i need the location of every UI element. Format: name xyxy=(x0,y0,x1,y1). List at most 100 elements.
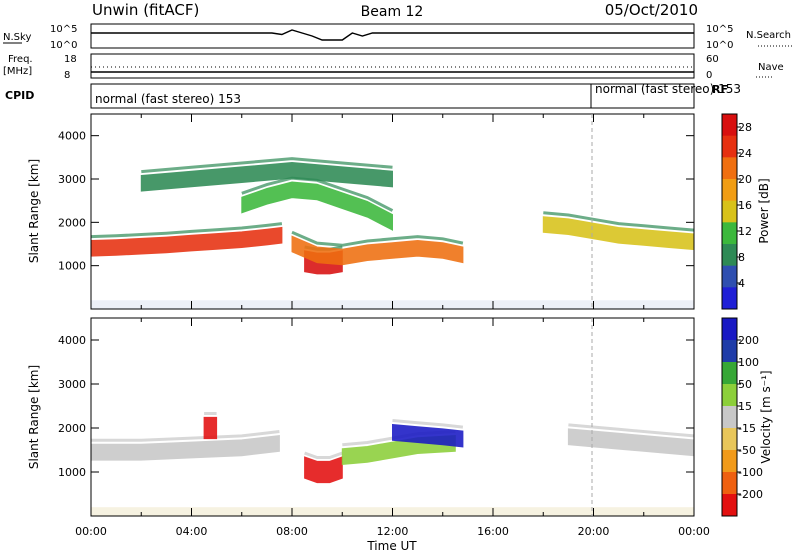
velocity-colorbar-tick: -50 xyxy=(738,444,756,457)
velocity-colorbar-segment xyxy=(722,406,737,429)
power-colorbar-tick: 4 xyxy=(738,277,745,290)
freq-tick-top: 18 xyxy=(64,54,77,65)
velocity-ytick-label: 3000 xyxy=(58,378,86,391)
velocity-colorbar-tick: 200 xyxy=(738,334,759,347)
velocity-panel: 1000 2000 3000 4000 00:00 04:00 08:00 12:00 16:… xyxy=(27,317,773,553)
power-colorbar-tick: 16 xyxy=(738,199,752,212)
power-colorbar-segment xyxy=(722,114,737,137)
velocity-colorbar-tick: 50 xyxy=(738,378,752,391)
nsearch-label: N.Search xyxy=(746,30,791,41)
velocity-echo-band xyxy=(304,456,343,484)
power-echo-fringe xyxy=(141,157,393,174)
nave-tick-top: 60 xyxy=(706,54,719,65)
velocity-colorbar-segment xyxy=(722,472,737,495)
x-tick-label: 08:00 xyxy=(276,525,308,538)
power-panel: 1000 2000 3000 4000 Slant Range [km] 4 8 12 16… xyxy=(27,113,771,310)
nave-label: Nave xyxy=(758,62,784,73)
velocity-echo-fringe xyxy=(304,451,343,459)
nsky-panel: N.Sky 10^5 10^0 10^5 10^0 N.Search xyxy=(3,23,792,51)
velocity-colorbar-segment xyxy=(722,450,737,473)
x-tick-label: 00:00 xyxy=(678,525,710,538)
velocity-colorbar-segment xyxy=(722,384,737,407)
freq-label: Freq. xyxy=(8,54,33,65)
nsky-tick-top: 10^5 xyxy=(50,24,77,35)
power-colorbar-segment xyxy=(722,222,737,245)
power-colorbar-segment xyxy=(722,244,737,267)
power-echo-band xyxy=(140,161,393,192)
power-colorbar-segment xyxy=(722,135,737,158)
velocity-colorbar-tick: -100 xyxy=(738,466,763,479)
x-tick-label: 12:00 xyxy=(377,525,409,538)
beam-title: Beam 12 xyxy=(361,4,424,20)
nsearch-tick-top: 10^5 xyxy=(706,24,733,35)
velocity-ytick-label: 2000 xyxy=(58,422,86,435)
x-tick-label: 16:00 xyxy=(477,525,509,538)
power-echo-band xyxy=(241,181,393,231)
velocity-echo-fringe xyxy=(91,430,280,442)
velocity-colorbar-tick: 15 xyxy=(738,400,752,413)
velocity-colorbar-tick: -200 xyxy=(738,488,763,501)
velocity-colorbar-segment xyxy=(722,318,737,341)
cpid-mode-2: normal (fast stereo) 153 xyxy=(595,82,741,96)
power-colorbar-tick: 24 xyxy=(738,147,752,160)
x-tick-label: 20:00 xyxy=(578,525,610,538)
power-colorbar: 4 8 12 16 20 24 28 Power [dB] xyxy=(721,113,771,310)
power-colorbar-label: Power [dB] xyxy=(757,178,771,243)
x-tick-label: 00:00 xyxy=(75,525,107,538)
power-colorbar-segment xyxy=(722,200,737,223)
nsky-label: N.Sky xyxy=(3,32,31,43)
cpid-mode-1: normal (fast stereo) 153 xyxy=(95,92,241,106)
velocity-ytick-label: 4000 xyxy=(58,334,86,347)
velocity-ytick-label: 1000 xyxy=(58,466,86,479)
velocity-echo-fringe xyxy=(568,423,695,438)
cpid-label: CPID xyxy=(5,89,34,102)
power-colorbar-segment xyxy=(722,179,737,202)
velocity-xaxis: 00:00 04:00 08:00 12:00 16:00 20:00 00:00 xyxy=(75,525,710,538)
power-ytick-label: 2000 xyxy=(58,216,86,229)
velocity-colorbar-segment xyxy=(722,362,737,385)
velocity-colorbar-tick: 100 xyxy=(738,356,759,369)
velocity-colorbar-label: Velocity [m s⁻¹] xyxy=(759,370,773,463)
velocity-colorbar-tick: -15 xyxy=(738,422,756,435)
station-title: Unwin (fitACF) xyxy=(92,1,199,19)
velocity-colorbar: 200 100 50 15 -15 -50 -100 -200 Velocity [m s⁻¹… xyxy=(721,317,773,517)
velocity-yaxis: 1000 2000 3000 4000 xyxy=(58,318,695,516)
nsky-tick-bottom: 10^0 xyxy=(50,40,77,51)
nsky-trace xyxy=(91,29,694,41)
power-colorbar-segment xyxy=(722,265,737,288)
freq-tick-bottom: 8 xyxy=(64,70,70,81)
velocity-colorbar-segment xyxy=(722,428,737,451)
x-axis-label: Time UT xyxy=(366,539,417,553)
power-echo-fringe xyxy=(291,230,464,247)
nsearch-tick-bottom: 10^0 xyxy=(706,40,733,51)
power-echo-fringe xyxy=(90,222,283,239)
power-echo-fringe xyxy=(543,211,695,232)
power-colorbar-tick: 20 xyxy=(738,173,752,186)
velocity-ylabel: Slant Range [km] xyxy=(27,365,41,469)
velocity-echo-band xyxy=(203,416,218,440)
power-colorbar-tick: 12 xyxy=(738,225,752,238)
power-echo-band xyxy=(291,235,464,266)
power-colorbar-tick: 8 xyxy=(738,251,745,264)
power-ytick-label: 3000 xyxy=(58,173,86,186)
power-ytick-label: 4000 xyxy=(58,130,86,143)
freq-panel: Freq. [MHz] 18 8 60 0 Nave xyxy=(3,53,784,81)
power-echo-band xyxy=(90,226,283,257)
velocity-colorbar-segment xyxy=(722,340,737,363)
velocity-echo-band xyxy=(90,434,280,461)
power-colorbar-segment xyxy=(722,157,737,180)
power-ylabel: Slant Range [km] xyxy=(27,159,41,263)
velocity-echo-fringe xyxy=(392,419,464,429)
power-ytick-label: 1000 xyxy=(58,260,86,273)
cpid-panel: CPID RF normal (fast stereo) 153 normal … xyxy=(5,82,741,109)
power-yaxis: 1000 2000 3000 4000 xyxy=(58,114,695,309)
freq-unit: [MHz] xyxy=(3,66,32,77)
velocity-echo-band xyxy=(392,423,464,448)
velocity-colorbar-segment xyxy=(722,494,737,517)
power-colorbar-tick: 28 xyxy=(738,121,752,134)
date-title: 05/Oct/2010 xyxy=(605,1,698,19)
rf-label: RF xyxy=(712,83,728,96)
nave-tick-bottom: 0 xyxy=(706,70,712,81)
x-tick-label: 04:00 xyxy=(176,525,208,538)
